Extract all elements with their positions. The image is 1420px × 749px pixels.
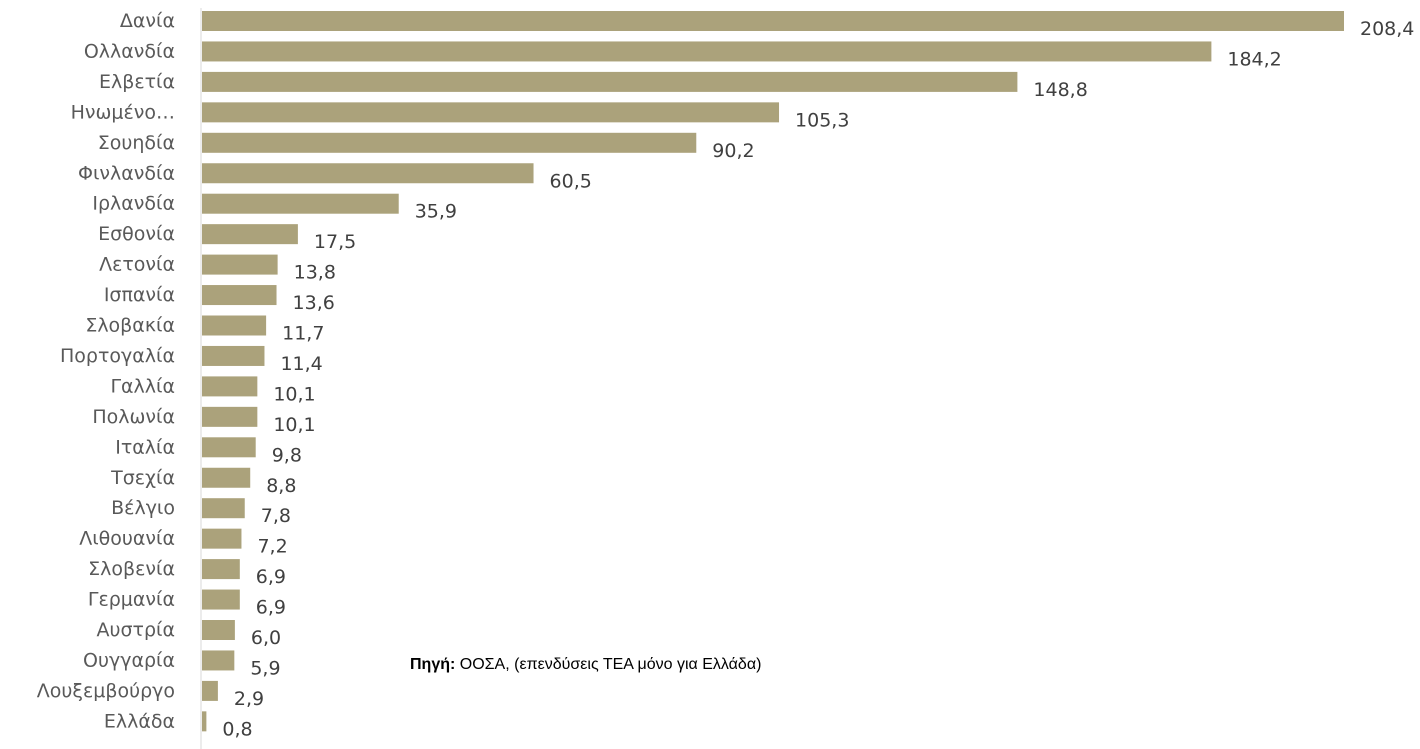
category-label: Λετονία	[99, 254, 175, 276]
category-label: Εσθονία	[98, 223, 175, 245]
value-label: 6,9	[256, 566, 286, 588]
category-label: Αυστρία	[97, 619, 176, 641]
category-label: Βέλγιο	[111, 497, 175, 519]
value-label: 6,0	[251, 627, 281, 649]
bar	[202, 589, 240, 610]
category-label: Σουηδία	[98, 132, 175, 154]
value-label: 105,3	[795, 109, 849, 131]
bar	[202, 559, 240, 580]
bar	[202, 680, 218, 701]
category-label: Ιταλία	[115, 436, 175, 458]
value-label: 8,8	[266, 475, 296, 497]
value-label: 10,1	[273, 383, 315, 405]
bar	[202, 376, 258, 397]
category-label: Γερμανία	[88, 589, 175, 611]
value-label: 10,1	[273, 414, 315, 436]
value-label: 13,6	[293, 292, 335, 314]
category-labels-group: Δανία Ολλανδία Ελβετία Ηνωμένο… Σουηδία Φινλα…	[37, 10, 175, 732]
category-label: Ιρλανδία	[92, 193, 175, 215]
category-label: Ολλανδία	[84, 40, 175, 62]
bar	[202, 498, 245, 519]
bar	[202, 254, 278, 275]
value-label: 7,2	[257, 536, 287, 558]
source-text: ΟΟΣΑ, (επενδύσεις ΤΕΑ μόνο για Ελλάδα)	[455, 656, 762, 673]
category-label: Ισπανία	[104, 284, 175, 306]
category-label: Τσεχία	[110, 467, 175, 489]
bar	[202, 224, 298, 245]
value-label: 2,9	[234, 688, 264, 710]
category-label: Πολωνία	[92, 406, 175, 428]
bar	[202, 650, 235, 671]
category-label: Φινλανδία	[78, 162, 175, 184]
value-label: 184,2	[1227, 48, 1281, 70]
bars-group	[202, 11, 1344, 732]
bar	[202, 620, 235, 640]
value-label: 9,8	[272, 444, 302, 466]
value-label: 90,2	[712, 140, 754, 162]
category-label: Λουξεμβούργο	[37, 680, 175, 702]
category-label: Ηνωμένο…	[71, 101, 175, 123]
bar	[202, 437, 256, 458]
bar	[202, 71, 1018, 92]
bar	[202, 11, 1344, 31]
value-label: 7,8	[261, 505, 291, 527]
bar	[202, 315, 267, 336]
value-label: 148,8	[1033, 79, 1087, 101]
bar	[202, 467, 251, 488]
value-label: 0,8	[222, 718, 252, 740]
source-note: Πηγή: ΟΟΣΑ, (επενδύσεις ΤΕΑ μόνο για Ελλ…	[410, 656, 761, 674]
category-label: Σλοβακία	[85, 315, 175, 337]
category-label: Σλοβενία	[88, 558, 175, 580]
category-label: Πορτογαλία	[60, 345, 175, 367]
bar	[202, 285, 277, 306]
category-label: Ελβετία	[99, 71, 175, 93]
bar	[202, 345, 265, 366]
value-label: 208,4	[1360, 18, 1414, 40]
bar	[202, 711, 207, 732]
value-label: 13,8	[294, 262, 336, 284]
bar	[202, 193, 399, 214]
category-label: Δανία	[120, 10, 175, 32]
category-label: Ελλάδα	[104, 710, 175, 732]
bar	[202, 406, 258, 427]
value-label: 11,4	[280, 353, 322, 375]
value-label: 17,5	[314, 231, 356, 253]
bar	[202, 528, 242, 549]
value-labels-group: 208,4 184,2 148,8 105,3 90,2 60,5 35,9 17,5 13,8…	[222, 18, 1414, 740]
value-label: 11,7	[282, 323, 324, 345]
value-label: 35,9	[415, 201, 457, 223]
bar	[202, 102, 780, 123]
bar	[202, 163, 534, 184]
category-label: Γαλλία	[110, 375, 175, 397]
value-label: 5,9	[250, 657, 280, 679]
category-label: Ουγγαρία	[83, 649, 175, 671]
value-label: 60,5	[550, 170, 592, 192]
source-label: Πηγή:	[410, 656, 456, 673]
category-label: Λιθουανία	[79, 528, 175, 550]
bar	[202, 132, 697, 153]
value-label: 6,9	[256, 597, 286, 619]
bar	[202, 41, 1212, 62]
